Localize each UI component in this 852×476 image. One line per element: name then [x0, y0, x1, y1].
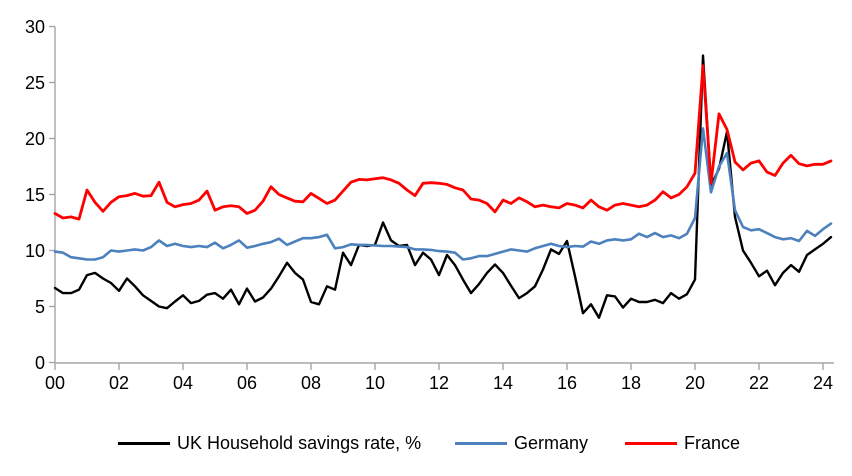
germany-line-swatch [455, 441, 507, 445]
x-tick-label: 04 [173, 373, 193, 393]
legend-item-france: France [625, 432, 740, 454]
y-tick-label: 0 [35, 353, 45, 373]
x-tick-label: 20 [685, 373, 705, 393]
y-tick-label: 25 [25, 73, 45, 93]
y-tick-label: 15 [25, 185, 45, 205]
x-tick-label: 02 [109, 373, 129, 393]
uk-series-line [53, 54, 833, 319]
y-tick-label: 20 [25, 129, 45, 149]
france-legend-label: France [684, 433, 741, 453]
y-tick-label: 10 [25, 241, 45, 261]
x-tick-label: 12 [429, 373, 449, 393]
x-tick-label: 06 [237, 373, 257, 393]
y-tick-label: 30 [25, 17, 45, 37]
x-tick-label: 18 [621, 373, 641, 393]
x-tick-label: 16 [557, 373, 577, 393]
x-tick-label: 10 [365, 373, 385, 393]
germany-series-line [53, 127, 833, 261]
france-line-swatch [625, 441, 677, 445]
germany-legend-label: Germany [514, 433, 589, 453]
axes-group: 0 5 10 15 20 25 30 00 02 04 06 08 10 12 14 16 18 20 22 24 [25, 17, 834, 393]
france-series-line [53, 64, 833, 221]
uk-line-swatch [118, 441, 170, 445]
series-group [53, 54, 833, 319]
uk-legend-label: UK Household savings rate, % [177, 433, 422, 453]
x-tick-label: 14 [493, 373, 513, 393]
legend-item-germany: Germany [455, 432, 588, 454]
y-tick-label: 5 [35, 297, 45, 317]
x-tick-label: 22 [749, 373, 769, 393]
legend: UK Household savings rate, % Germany Fra… [0, 432, 852, 456]
x-tick-label: 00 [45, 373, 65, 393]
x-tick-label: 08 [301, 373, 321, 393]
legend-item-uk: UK Household savings rate, % [118, 432, 421, 454]
x-tick-label: 24 [813, 373, 833, 393]
